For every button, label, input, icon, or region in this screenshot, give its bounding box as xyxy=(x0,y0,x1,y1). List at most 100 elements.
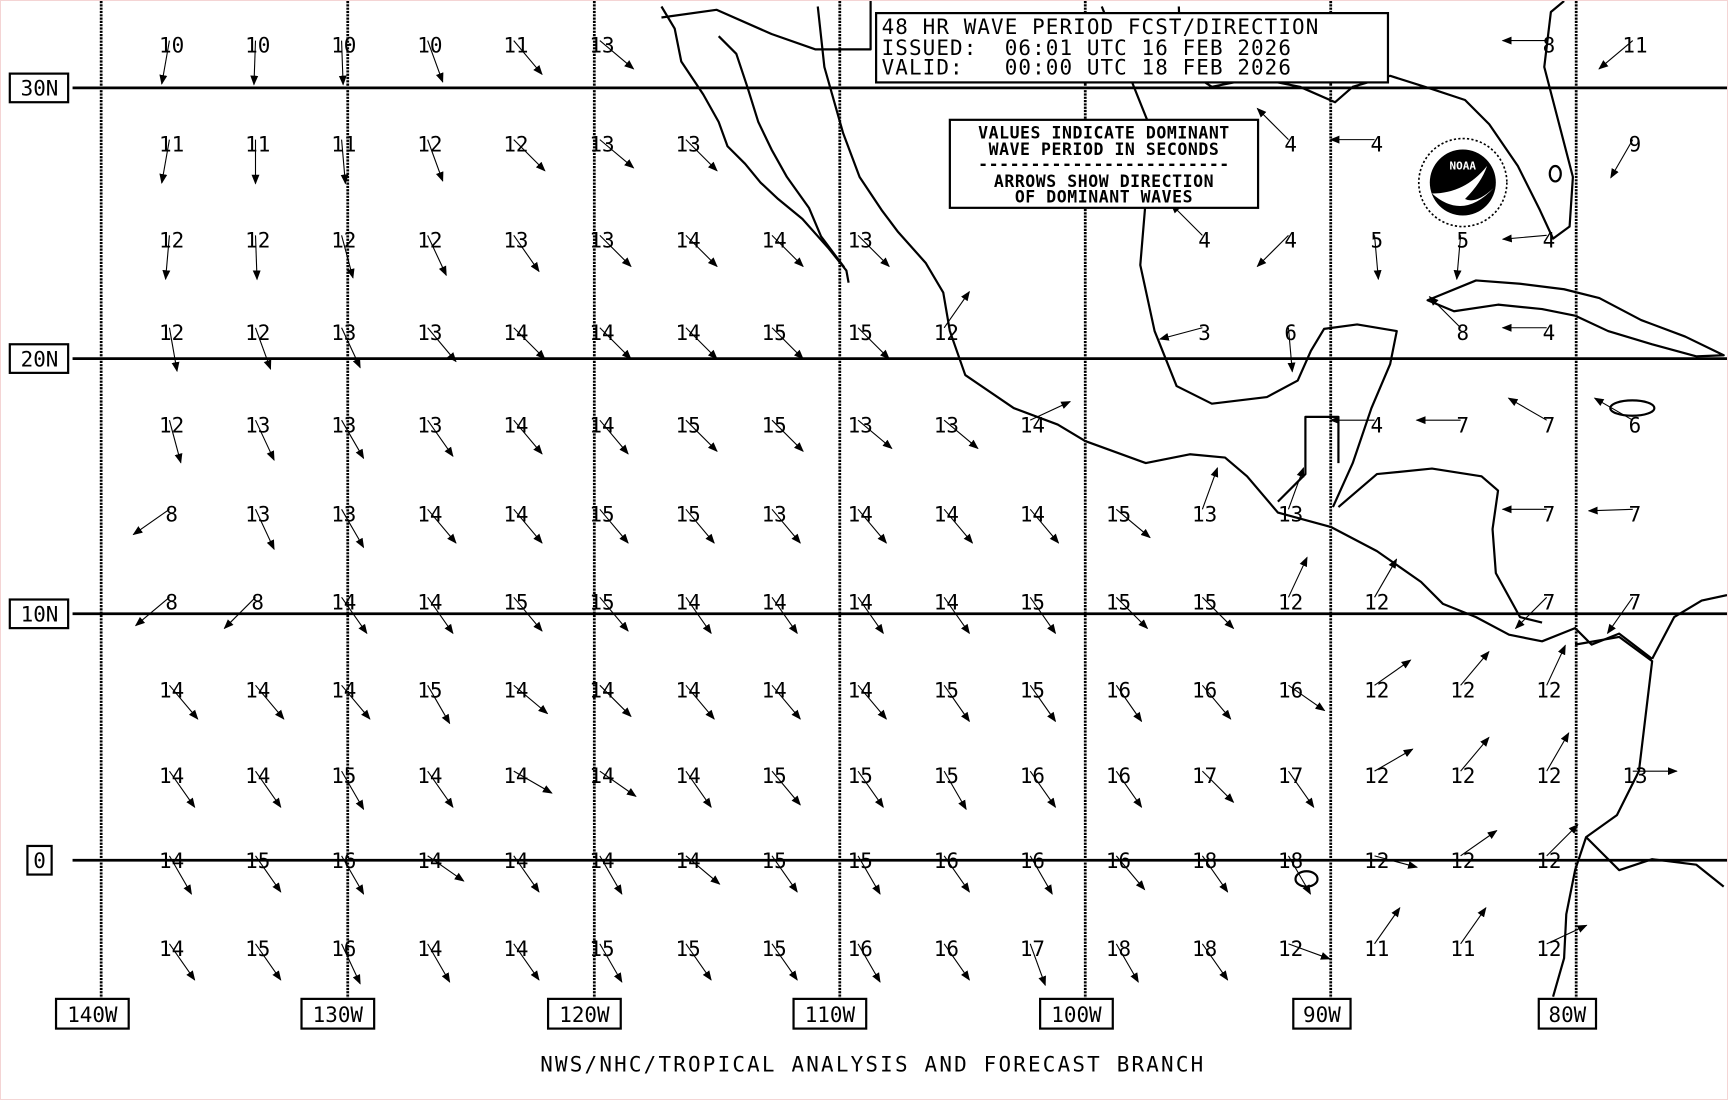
wave-direction-arrow xyxy=(943,290,970,329)
wave-direction-arrow xyxy=(1029,943,1046,987)
wave-direction-arrow xyxy=(685,139,718,172)
wave-period-value: 12 xyxy=(159,321,184,345)
wave-direction-arrow xyxy=(1287,855,1311,895)
noaa-logo-text: NOAA xyxy=(1450,159,1477,172)
wave-direction-arrow xyxy=(427,235,447,277)
legend-line-4: OF DOMINANT WAVES xyxy=(1015,187,1193,206)
wave-period-value: 12 xyxy=(1364,849,1389,873)
wave-period-value: 15 xyxy=(245,849,270,873)
wave-period-value: 13 xyxy=(848,413,873,437)
wave-direction-arrow xyxy=(513,235,540,273)
wave-direction-arrow xyxy=(1587,506,1633,515)
wave-direction-arrow xyxy=(341,596,368,635)
wave-direction-arrow xyxy=(685,327,718,360)
wave-period-value: 12 xyxy=(934,321,959,345)
lon-label-90w: 90W xyxy=(1303,1003,1341,1027)
title-box: 48 HR WAVE PERIOD FCST/DIRECTION ISSUED:… xyxy=(875,12,1390,84)
colombia-north-coast xyxy=(1651,594,1727,660)
wave-period-value: 14 xyxy=(676,764,701,788)
wave-direction-arrow xyxy=(857,855,881,895)
wave-direction-arrow xyxy=(513,684,549,715)
wave-direction-arrow xyxy=(427,943,451,983)
wave-direction-arrow xyxy=(168,943,196,981)
wave-direction-arrow xyxy=(341,327,361,369)
wave-direction-arrow xyxy=(159,139,170,184)
peru-ecuador-coast xyxy=(1585,836,1725,888)
wave-period-value: 8 xyxy=(251,590,264,614)
lat-label-0: 0 xyxy=(33,849,46,873)
wave-direction-arrow xyxy=(1115,685,1143,723)
wave-period-value: 14 xyxy=(331,678,356,702)
legend-line-1: VALUES INDICATE DOMINANT xyxy=(978,124,1230,143)
wave-direction-arrow xyxy=(1029,401,1072,421)
wave-direction-arrow xyxy=(1374,855,1419,869)
wave-period-value: 14 xyxy=(848,678,873,702)
issued-text: ISSUED: 06:01 UTC 16 FEB 2026 xyxy=(882,36,1292,60)
wave-direction-arrow xyxy=(1288,770,1315,809)
wave-direction-arrow xyxy=(1546,644,1566,686)
wave-period-value: 17 xyxy=(1278,764,1303,788)
wave-period-value: 15 xyxy=(848,849,873,873)
wave-period-value: 12 xyxy=(1536,849,1561,873)
wave-period-value: 15 xyxy=(1106,590,1131,614)
wave-direction-arrow xyxy=(513,139,546,172)
wave-period-value: 15 xyxy=(503,590,528,614)
wave-direction-arrow xyxy=(1374,748,1414,772)
wave-period-value: 13 xyxy=(934,413,959,437)
wave-period-value: 14 xyxy=(934,590,959,614)
wave-direction-arrow xyxy=(685,943,712,981)
wave-period-value: 15 xyxy=(762,937,787,961)
valid-text: VALID: 00:00 UTC 18 FEB 2026 xyxy=(882,56,1292,80)
wave-direction-arrow xyxy=(685,770,712,809)
baja-pacific-coast xyxy=(660,5,850,283)
wave-period-value: 15 xyxy=(589,590,614,614)
wave-direction-arrow xyxy=(1029,855,1053,895)
wave-period-value: 12 xyxy=(1278,937,1303,961)
wave-direction-arrow xyxy=(168,684,199,720)
wave-direction-arrow xyxy=(1029,508,1060,544)
wave-period-value: 15 xyxy=(848,764,873,788)
wave-direction-arrow xyxy=(513,508,543,544)
wave-period-value: 14 xyxy=(245,764,270,788)
wave-direction-arrow xyxy=(1029,596,1057,635)
wave-direction-arrow xyxy=(1158,327,1203,341)
wave-direction-arrow xyxy=(1460,736,1490,772)
wave-period-value: 4 xyxy=(1284,133,1297,157)
wave-direction-arrow xyxy=(1170,203,1203,236)
wave-direction-arrow xyxy=(857,943,881,983)
wave-direction-arrow xyxy=(1115,855,1146,891)
wave-period-value: 16 xyxy=(1106,764,1131,788)
wave-period-value: 13 xyxy=(503,228,528,252)
wave-period-value: 14 xyxy=(589,849,614,873)
wave-direction-arrow xyxy=(1606,596,1634,635)
wave-period-value: 13 xyxy=(245,502,270,526)
wave-period-value: 4 xyxy=(1198,228,1211,252)
wave-direction-arrow xyxy=(134,596,170,627)
wave-direction-arrow xyxy=(1598,40,1634,70)
wave-period-value: 8 xyxy=(1457,321,1470,345)
wave-direction-arrow xyxy=(162,235,171,281)
wave-direction-arrow xyxy=(857,770,884,809)
wave-period-value: 7 xyxy=(1543,502,1556,526)
wave-period-value: 15 xyxy=(1020,590,1045,614)
wave-period-value: 18 xyxy=(1106,937,1131,961)
wave-direction-arrow xyxy=(341,943,361,985)
wave-direction-arrow xyxy=(771,596,798,635)
lon-label-120w: 120W xyxy=(559,1003,610,1027)
wave-period-value: 16 xyxy=(1192,678,1217,702)
wave-period-value: 11 xyxy=(331,133,356,157)
wave-period-value: 12 xyxy=(331,228,356,252)
wave-direction-arrow xyxy=(599,684,632,718)
legend-line-2: WAVE PERIOD IN SECONDS xyxy=(989,140,1220,159)
wave-direction-arrow xyxy=(857,419,893,450)
wave-direction-arrow xyxy=(427,508,457,544)
wave-period-value: 14 xyxy=(331,590,356,614)
wave-period-value: 14 xyxy=(1020,502,1045,526)
wave-period-value: 16 xyxy=(1020,849,1045,873)
wave-period-value: 12 xyxy=(159,228,184,252)
wave-period-value: 15 xyxy=(245,937,270,961)
wave-period-value: 14 xyxy=(159,764,184,788)
wave-period-value: 13 xyxy=(589,34,614,58)
lake-okeechobee xyxy=(1548,164,1562,183)
wave-direction-arrow xyxy=(685,684,715,720)
